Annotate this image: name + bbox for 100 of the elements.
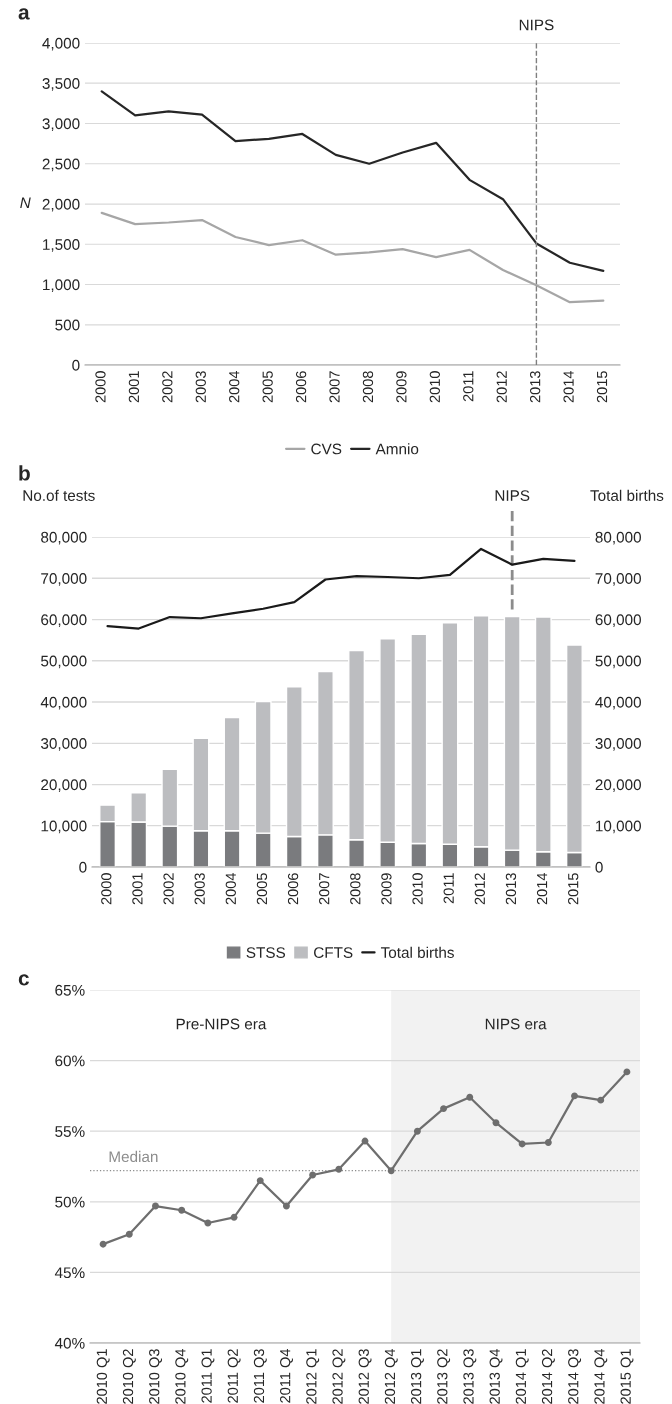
legend-label: Amnio xyxy=(375,443,419,455)
x-tick-label: 2013 Q1 xyxy=(410,1349,424,1404)
x-tick-label: 2001 xyxy=(128,371,140,403)
y2-tick-label: 0 xyxy=(595,861,603,873)
x-tick-label: 2007 xyxy=(329,371,340,403)
y-tick-label: 65% xyxy=(55,984,85,996)
legend-label: Total births xyxy=(380,946,454,958)
x-tick-label: 2012 xyxy=(496,371,507,403)
x-tick-label: 2013 xyxy=(529,371,541,403)
legend-label: CVS xyxy=(311,443,342,455)
point xyxy=(256,1177,264,1185)
y-tick-label: 1,500 xyxy=(43,239,80,252)
x-tick-label: 2009 xyxy=(381,873,392,905)
x-tick-label: 2014 Q4 xyxy=(594,1348,608,1404)
x-tick-label: 2013 Q2 xyxy=(437,1349,451,1404)
y-tick-label: 10,000 xyxy=(41,820,87,834)
band-label: NIPS era xyxy=(485,1018,547,1030)
y-tick-label: 50% xyxy=(55,1196,85,1208)
point xyxy=(204,1219,212,1227)
point xyxy=(99,1240,107,1248)
x-tick-label: 2011 Q3 xyxy=(253,1349,267,1403)
y-tick-label: 4,000 xyxy=(42,37,80,51)
x-tick-label: 2012 Q4 xyxy=(384,1348,398,1404)
x-tick-label: 2010 Q4 xyxy=(175,1348,189,1404)
x-tick-label: 2011 xyxy=(443,873,454,904)
y-tick-label: 0 xyxy=(72,359,80,371)
x-tick-label: 2006 xyxy=(287,873,299,905)
y-tick-label: 50,000 xyxy=(41,655,87,669)
y2-tick-label: 80,000 xyxy=(595,531,641,545)
y-tick-label: 60% xyxy=(55,1055,85,1067)
y2-tick-label: 50,000 xyxy=(595,655,641,669)
x-tick-label: 2010 xyxy=(412,873,423,905)
ref-line-label: NIPS xyxy=(495,490,530,501)
y-tick-label: 80,000 xyxy=(41,531,87,545)
x-tick-label: 2004 xyxy=(229,370,240,403)
y-tick-label: 70,000 xyxy=(41,573,87,586)
x-tick-label: 2013 Q3 xyxy=(463,1349,477,1404)
point xyxy=(544,1139,552,1146)
point xyxy=(125,1230,133,1238)
point xyxy=(152,1202,159,1210)
x-tick-label: 2011 Q4 xyxy=(280,1348,293,1403)
x-tick-label: 2014 Q2 xyxy=(541,1349,555,1404)
x-tick-label: 2012 Q3 xyxy=(358,1349,372,1404)
line-series xyxy=(106,547,576,630)
y-tick-label: 0 xyxy=(79,861,87,873)
y-tick-label: 20,000 xyxy=(41,779,87,792)
point xyxy=(413,1127,421,1135)
x-tick-label: 2015 Q1 xyxy=(620,1349,634,1404)
annotation: Pre-NIPS era xyxy=(176,1018,267,1030)
ref-line-label: NIPS xyxy=(519,19,554,31)
point xyxy=(178,1206,186,1214)
point xyxy=(282,1202,290,1210)
x-tick-label: 2003 xyxy=(195,371,206,403)
y-tick-label: 1,000 xyxy=(43,279,80,292)
x-tick-label: 2011 Q1 xyxy=(201,1349,215,1403)
y-tick-label: 2,500 xyxy=(42,158,80,172)
x-tick-label: 2008 xyxy=(350,873,361,905)
y2-tick-label: 20,000 xyxy=(595,779,641,792)
y-axis-title: N xyxy=(20,197,31,208)
chart-title: a xyxy=(18,8,30,20)
x-tick-label: 2015 xyxy=(568,873,579,905)
x-tick-label: 2014 Q1 xyxy=(515,1349,529,1404)
line-series xyxy=(100,211,605,304)
x-tick-label: 2003 xyxy=(194,873,205,905)
x-tick-label: 2011 xyxy=(463,371,474,402)
y-tick-label: 500 xyxy=(55,319,80,331)
x-tick-label: 2014 Q3 xyxy=(568,1349,582,1404)
y-axis-title: No.of tests xyxy=(23,489,95,501)
point xyxy=(230,1213,238,1221)
point xyxy=(571,1092,578,1100)
x-tick-label: 2009 xyxy=(396,371,407,403)
x-tick-label: 2012 xyxy=(474,873,485,905)
y-tick-label: 40,000 xyxy=(40,696,87,710)
y-tick-label: 45% xyxy=(54,1267,85,1279)
chart-title: b xyxy=(19,465,30,481)
x-tick-label: 2010 xyxy=(429,371,441,403)
y-tick-label: 3,000 xyxy=(42,118,80,131)
point xyxy=(597,1096,605,1104)
x-tick-label: 2002 xyxy=(162,371,173,403)
x-tick-label: 2000 xyxy=(95,371,106,403)
y-tick-label: 40% xyxy=(54,1337,85,1349)
y2-tick-label: 10,000 xyxy=(596,820,641,834)
x-tick-label: 2014 xyxy=(536,872,548,905)
legend-label: CFTS xyxy=(314,947,353,958)
x-tick-label: 2013 xyxy=(505,873,517,905)
x-tick-label: 2012 Q1 xyxy=(306,1349,320,1404)
y2-tick-label: 40,000 xyxy=(595,696,641,710)
y2-axis-title: Total births xyxy=(590,489,664,501)
x-tick-label: 2007 xyxy=(319,873,330,905)
y-tick-label: 30,000 xyxy=(41,738,87,751)
x-tick-label: 2006 xyxy=(295,371,307,403)
x-tick-label: 2002 xyxy=(163,873,174,905)
point xyxy=(309,1171,317,1179)
x-tick-label: 2001 xyxy=(132,873,143,905)
y-tick-label: 55% xyxy=(55,1126,85,1137)
x-tick-label: 2008 xyxy=(362,371,374,403)
y2-tick-label: 60,000 xyxy=(595,614,641,627)
y-tick-label: 60,000 xyxy=(41,614,87,627)
y-tick-label: 2,000 xyxy=(42,198,80,212)
y2-tick-label: 70,000 xyxy=(595,573,641,586)
